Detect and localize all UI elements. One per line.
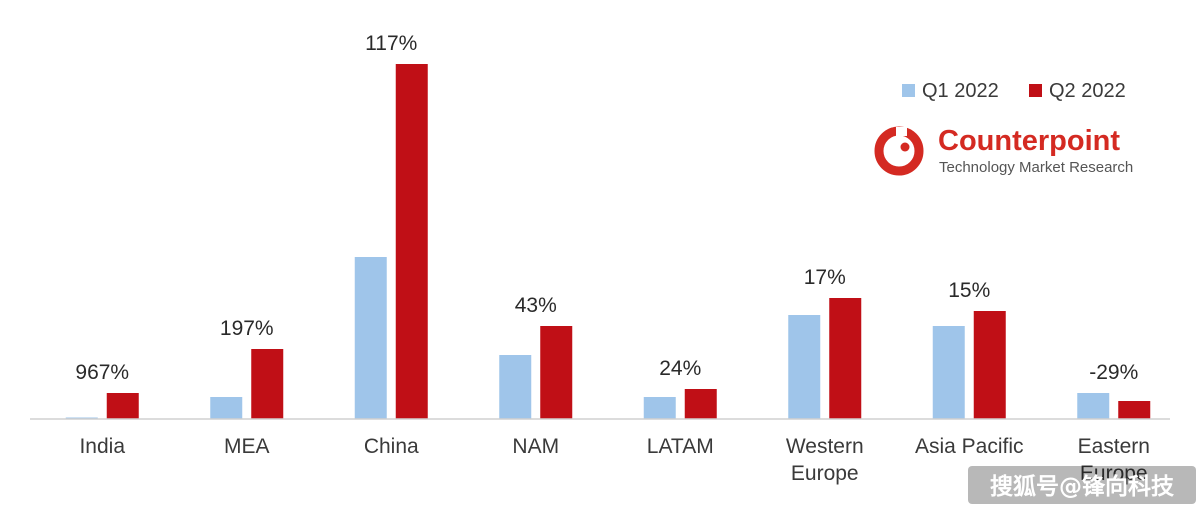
bar-mea-q2-2022 [251,349,284,419]
counterpoint-logo: Counterpoint Technology Market Research [874,125,1133,176]
category-label-asia-pacific: Asia Pacific [915,435,1024,458]
legend: Q1 2022 Q2 2022 [902,80,1126,102]
legend-label-q2: Q2 2022 [1049,80,1126,102]
legend-item-q1: Q1 2022 [902,80,999,102]
legend-swatch-q1 [902,84,915,97]
growth-label-eastern-europe: -29% [1089,361,1138,384]
bar-asia-pacific-q1-2022 [932,326,965,419]
bars-layer [65,64,1151,419]
legend-swatch-q2 [1029,84,1042,97]
growth-label-western-europe: 17% [804,266,846,289]
bar-china-q1-2022 [354,257,387,419]
bar-nam-q2-2022 [540,326,573,419]
category-label-eastern-europe: Eastern Europe [1078,435,1150,485]
bar-western-europe-q1-2022 [788,315,821,419]
growth-label-mea: 197% [220,317,274,340]
bar-nam-q1-2022 [499,355,532,419]
growth-label-nam: 43% [515,294,557,317]
growth-label-asia-pacific: 15% [948,279,990,302]
legend-item-q2: Q2 2022 [1029,80,1126,102]
category-label-india: India [79,435,125,458]
labels-layer: 967% India 197% MEA 117% China 43% NAM 24% LATAM 1… [75,32,1150,485]
growth-label-india: 967% [75,361,129,384]
growth-label-latam: 24% [659,357,701,380]
bar-india-q2-2022 [106,393,139,419]
legend-label-q1: Q1 2022 [922,80,999,102]
growth-label-china: 117% [365,32,417,55]
watermark: 搜狐号@锋向科技 [968,466,1196,504]
bar-latam-q2-2022 [684,389,717,419]
bar-asia-pacific-q2-2022 [973,311,1006,419]
bar-mea-q1-2022 [210,397,243,419]
brand-tagline: Technology Market Research [939,159,1133,176]
category-label-western-europe: Western Europe [786,435,864,485]
category-label-latam: LATAM [647,435,714,458]
category-label-mea: MEA [224,435,270,458]
brand-name: Counterpoint [938,125,1120,157]
bar-eastern-europe-q2-2022 [1118,401,1151,419]
category-label-china: China [364,435,419,458]
bar-latam-q1-2022 [643,397,676,419]
bar-china-q2-2022 [395,64,428,419]
watermark-text: 搜狐号@锋向科技 [990,473,1175,500]
category-label-nam: NAM [512,435,559,458]
bar-eastern-europe-q1-2022 [1077,393,1110,419]
bar-western-europe-q2-2022 [829,298,862,419]
counterpoint-logo-icon [874,126,924,176]
watermark-backdrop [968,466,1196,504]
